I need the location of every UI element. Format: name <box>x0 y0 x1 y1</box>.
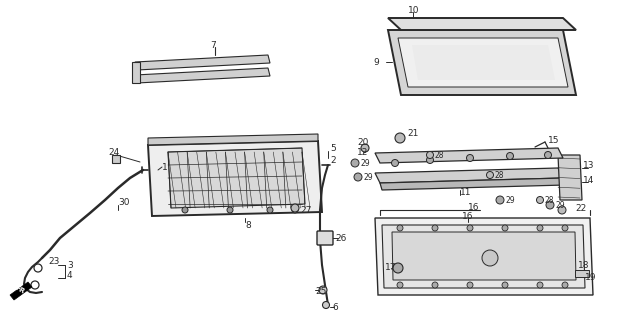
Polygon shape <box>392 232 576 280</box>
Circle shape <box>182 207 188 213</box>
Text: 9: 9 <box>373 58 379 67</box>
Circle shape <box>482 250 498 266</box>
Text: FR.: FR. <box>14 285 28 297</box>
Polygon shape <box>382 225 585 288</box>
Text: 29: 29 <box>506 196 516 204</box>
Circle shape <box>393 263 403 273</box>
Polygon shape <box>375 168 563 183</box>
Circle shape <box>502 282 508 288</box>
Polygon shape <box>132 62 140 83</box>
Text: 29: 29 <box>556 201 565 210</box>
Text: 28: 28 <box>495 171 504 180</box>
Text: 27: 27 <box>300 205 311 214</box>
Circle shape <box>292 207 298 213</box>
Polygon shape <box>388 18 576 30</box>
Polygon shape <box>388 30 576 95</box>
Polygon shape <box>10 282 32 300</box>
Text: 21: 21 <box>407 129 418 138</box>
Circle shape <box>432 225 438 231</box>
Text: 16: 16 <box>462 212 474 220</box>
Circle shape <box>291 204 299 212</box>
Text: 12: 12 <box>357 148 369 156</box>
Text: 13: 13 <box>583 161 594 170</box>
Bar <box>112 155 120 163</box>
Circle shape <box>546 201 554 209</box>
Text: 25: 25 <box>315 287 326 297</box>
Text: 20: 20 <box>357 138 369 147</box>
Circle shape <box>351 159 359 167</box>
Circle shape <box>545 151 552 158</box>
Text: 23: 23 <box>48 258 59 267</box>
Circle shape <box>397 225 403 231</box>
Circle shape <box>558 206 566 214</box>
Text: 28: 28 <box>545 196 555 204</box>
Text: 7: 7 <box>210 41 216 50</box>
Polygon shape <box>148 141 322 216</box>
Polygon shape <box>412 45 555 80</box>
Circle shape <box>361 144 369 152</box>
Circle shape <box>467 155 474 162</box>
Circle shape <box>467 282 473 288</box>
Text: 29: 29 <box>364 172 374 181</box>
Polygon shape <box>168 148 305 208</box>
Circle shape <box>391 159 399 166</box>
Text: 15: 15 <box>548 135 560 145</box>
Polygon shape <box>375 148 563 163</box>
Bar <box>575 270 589 277</box>
Text: 30: 30 <box>118 197 130 206</box>
Text: 2: 2 <box>330 156 336 164</box>
Circle shape <box>502 225 508 231</box>
Text: 16: 16 <box>468 203 479 212</box>
Circle shape <box>31 281 39 289</box>
Text: 14: 14 <box>583 175 594 185</box>
Text: 24: 24 <box>108 148 120 156</box>
Circle shape <box>319 286 327 294</box>
Circle shape <box>395 133 405 143</box>
Text: 26: 26 <box>335 234 347 243</box>
Circle shape <box>496 196 504 204</box>
Circle shape <box>354 173 362 181</box>
Text: 28: 28 <box>435 150 445 159</box>
Text: 5: 5 <box>330 143 336 153</box>
Text: 17: 17 <box>385 263 396 273</box>
Circle shape <box>397 282 403 288</box>
Text: 10: 10 <box>408 5 420 14</box>
Circle shape <box>562 225 568 231</box>
Text: 19: 19 <box>585 274 596 283</box>
Polygon shape <box>380 178 565 190</box>
Text: 18: 18 <box>578 260 589 269</box>
Polygon shape <box>148 134 318 145</box>
Circle shape <box>467 225 473 231</box>
Text: 22: 22 <box>575 204 586 212</box>
Circle shape <box>227 207 233 213</box>
Polygon shape <box>135 68 270 83</box>
Circle shape <box>506 153 513 159</box>
Polygon shape <box>135 55 270 70</box>
Circle shape <box>486 172 494 179</box>
Polygon shape <box>398 38 568 87</box>
Circle shape <box>432 282 438 288</box>
Text: 1: 1 <box>162 163 168 172</box>
Circle shape <box>537 282 543 288</box>
Circle shape <box>426 156 433 164</box>
Circle shape <box>562 282 568 288</box>
Text: 3: 3 <box>67 260 73 269</box>
Circle shape <box>267 207 273 213</box>
Text: 8: 8 <box>245 220 251 229</box>
FancyBboxPatch shape <box>317 231 333 245</box>
Circle shape <box>426 151 433 158</box>
Circle shape <box>323 301 330 308</box>
Text: 11: 11 <box>460 188 472 196</box>
Text: 4: 4 <box>67 270 72 279</box>
Text: 29: 29 <box>361 158 370 167</box>
Circle shape <box>34 264 42 272</box>
Circle shape <box>537 196 543 204</box>
Polygon shape <box>558 155 582 200</box>
Circle shape <box>537 225 543 231</box>
Text: 6: 6 <box>332 302 338 311</box>
Polygon shape <box>375 218 593 295</box>
